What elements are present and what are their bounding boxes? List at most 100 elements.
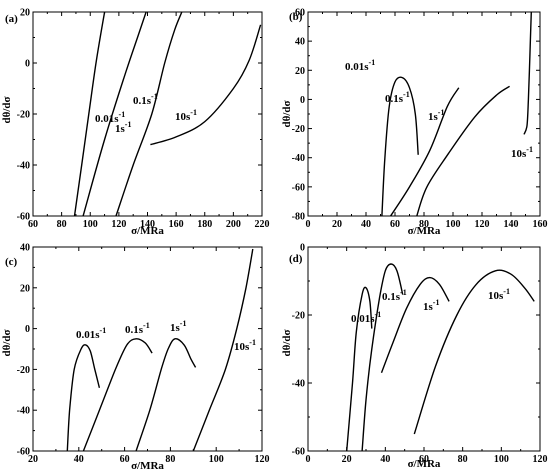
x-tick-label: 20 — [28, 454, 38, 465]
series-label-2: 0.1s-1 — [382, 288, 407, 303]
x-tick-label: 60 — [419, 454, 429, 465]
y-tick-label: -60 — [292, 447, 305, 458]
y-tick-label: 60 — [295, 8, 305, 19]
series-label-4: 10s-1 — [234, 338, 256, 353]
x-tick-label: 0 — [306, 454, 311, 465]
chart-panel-4: 0 20 40 60 80 100 120 -60 -40 -20 0 σ/MRa dθ/dσ (d) 0.… — [281, 243, 548, 471]
y-tick-label: 40 — [20, 243, 30, 254]
y-axis-label: dθ/dσ — [1, 96, 13, 123]
panel-label: (b) — [289, 11, 303, 23]
y-tick-label: -80 — [292, 212, 305, 223]
plot-frame — [307, 246, 541, 452]
series-line-3 — [380, 276, 450, 374]
x-tick-label: 100 — [494, 454, 509, 465]
x-tick-label: 40 — [380, 454, 390, 465]
x-tick-label: 60 — [28, 219, 38, 230]
series-line-3 — [135, 338, 197, 451]
series-line-1 — [66, 344, 101, 451]
y-tick-label: 0 — [25, 324, 30, 335]
x-tick-label: 100 — [446, 219, 461, 230]
x-tick-label: 60 — [390, 219, 400, 230]
x-tick-label: 140 — [140, 219, 155, 230]
y-tick-label: -40 — [292, 153, 305, 164]
y-tick-label: 0 — [300, 95, 305, 106]
x-tick-label: 60 — [120, 454, 130, 465]
series-line-4 — [523, 12, 532, 135]
series-label-1: 0.01s-1 — [345, 58, 375, 73]
x-tick-label: 160 — [533, 219, 548, 230]
y-tick-label: 20 — [295, 66, 305, 77]
series-label-1: 0.01s-1 — [351, 310, 381, 325]
series-label-3: 1s-1 — [170, 319, 186, 334]
x-tick-label: 100 — [83, 219, 98, 230]
series-line-2 — [82, 12, 147, 216]
y-tick-label: 0 — [25, 59, 30, 70]
y-tick-label: -40 — [17, 161, 30, 172]
x-tick-label: 20 — [342, 454, 352, 465]
y-axis-label: dθ/dσ — [281, 100, 293, 127]
x-tick-label: 80 — [165, 454, 175, 465]
x-tick-label: 120 — [111, 219, 126, 230]
x-tick-label: 40 — [361, 219, 371, 230]
series-line-1 — [381, 76, 419, 216]
y-tick-label: 20 — [20, 8, 30, 19]
x-tick-label: 40 — [74, 454, 84, 465]
y-tick-label: -60 — [17, 447, 30, 458]
y-tick-label: -60 — [17, 212, 30, 223]
y-tick-label: -40 — [17, 406, 30, 417]
series-line-2 — [390, 87, 460, 216]
plot-frame — [307, 11, 541, 217]
x-tick-label: 120 — [533, 454, 548, 465]
series-line-2 — [82, 338, 153, 451]
y-tick-label: 40 — [295, 37, 305, 48]
series-label-3: 1s-1 — [115, 120, 131, 135]
y-tick-label: -20 — [17, 110, 30, 121]
x-tick-label: 160 — [169, 219, 184, 230]
x-tick-label: 0 — [306, 219, 311, 230]
x-tick-label: 120 — [475, 219, 490, 230]
chart-panel-3: 20 40 60 80 100 120 -60 -40 -20 0 20 40 σ/MRa dθ/dσ (c… — [1, 243, 270, 473]
y-axis-label: dθ/dσ — [1, 329, 13, 356]
plot-frame — [32, 246, 263, 452]
x-tick-label: 220 — [255, 219, 270, 230]
series-line-4 — [413, 269, 535, 435]
series-label-2: 0.1s-1 — [125, 321, 150, 336]
plot-frame — [32, 11, 263, 217]
series-line-3 — [115, 12, 183, 216]
x-tick-label: 120 — [255, 454, 270, 465]
chart-panel-2: 0 20 40 60 80 100 120 140 160 -80 -60 -40 -20 0 20 40 60… — [281, 8, 548, 238]
x-tick-label: 100 — [209, 454, 224, 465]
panel-label: (a) — [5, 13, 18, 25]
panel-label: (d) — [289, 253, 303, 265]
y-tick-label: -20 — [292, 311, 305, 322]
y-tick-label: -20 — [17, 365, 30, 376]
series-line-1 — [73, 12, 106, 216]
x-tick-label: 80 — [419, 219, 429, 230]
series-line-4 — [150, 24, 262, 146]
series-label-2: 0.1s-1 — [133, 92, 158, 107]
y-tick-label: 20 — [20, 283, 30, 294]
series-label-2: 0.1s-1 — [385, 90, 410, 105]
x-tick-label: 180 — [197, 219, 212, 230]
y-axis-label: dθ/dσ — [281, 329, 293, 356]
x-tick-label: 20 — [332, 219, 342, 230]
series-label-1: 0.01s-1 — [95, 110, 125, 125]
y-tick-label: -20 — [292, 124, 305, 135]
series-label-1: 0.01s-1 — [76, 326, 106, 341]
x-tick-label: 80 — [458, 454, 468, 465]
series-line-3 — [416, 85, 510, 216]
chart-panel-1: 60 80 100 120 140 160 180 200 220 -60 -40 -20 0 20 σ/M… — [1, 8, 270, 238]
series-line-2 — [361, 263, 404, 451]
series-line-4 — [192, 248, 254, 451]
y-tick-label: -60 — [292, 182, 305, 193]
series-label-3: 1s-1 — [428, 108, 444, 123]
y-tick-label: -40 — [292, 379, 305, 390]
series-label-3: 1s-1 — [423, 298, 439, 313]
x-tick-label: 200 — [226, 219, 241, 230]
x-axis-label: σ/MRa — [131, 460, 164, 472]
series-label-4: 10s-1 — [175, 108, 197, 123]
x-axis-label: σ/MRa — [408, 225, 441, 237]
x-tick-label: 140 — [504, 219, 519, 230]
x-axis-label: σ/MRa — [408, 458, 441, 470]
